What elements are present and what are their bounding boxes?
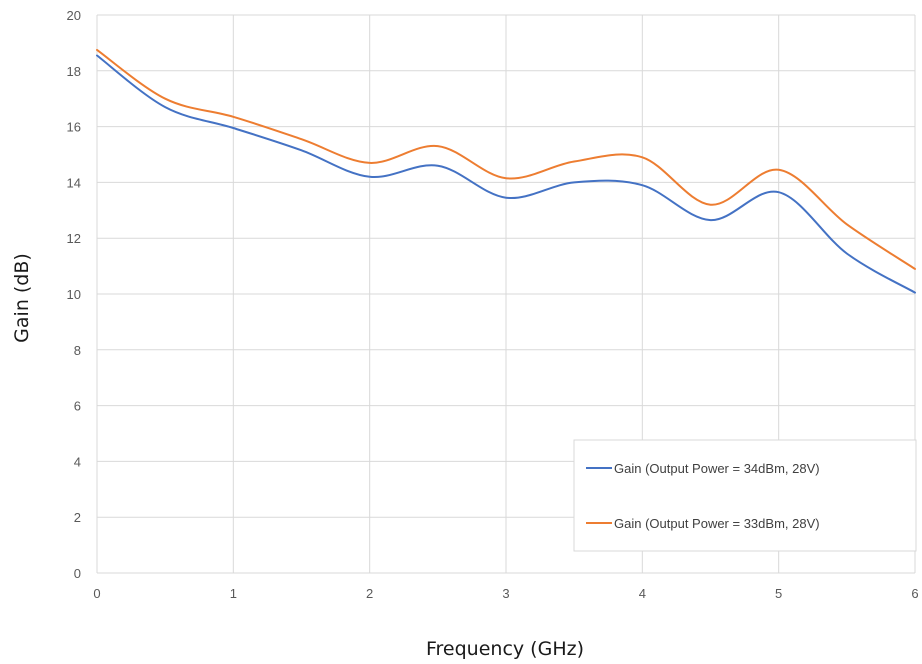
y-tick-label: 14 [67, 175, 81, 190]
y-tick-label: 10 [67, 287, 81, 302]
y-tick-label: 12 [67, 231, 81, 246]
legend-label-series-1: Gain (Output Power = 34dBm, 28V) [614, 461, 820, 476]
x-tick-label: 0 [93, 586, 100, 601]
y-tick-label: 4 [74, 454, 81, 469]
y-tick-label: 6 [74, 399, 81, 414]
legend-box [573, 439, 917, 552]
x-tick-label: 5 [775, 586, 782, 601]
y-tick-label: 0 [74, 566, 81, 581]
y-tick-label: 18 [67, 64, 81, 79]
x-tick-label: 2 [366, 586, 373, 601]
gridlines [96, 14, 916, 574]
legend-label-series-2: Gain (Output Power = 33dBm, 28V) [614, 516, 820, 531]
series-line-2 [96, 48, 916, 270]
y-tick-label: 2 [74, 510, 81, 525]
y-tick-label: 20 [67, 8, 81, 23]
y-tick-label: 16 [67, 120, 81, 135]
x-axis-title: Frequency (GHz) [426, 638, 584, 660]
x-tick-label: 1 [230, 586, 237, 601]
x-tick-label: 4 [639, 586, 646, 601]
legend: Gain (Output Power = 34dBm, 28V) Gain (O… [573, 439, 917, 552]
y-tick-label: 8 [74, 343, 81, 358]
y-axis-title: Gain (dB) [11, 253, 33, 343]
x-tick-label: 6 [911, 586, 918, 601]
series-lines [96, 48, 916, 294]
series-line-1 [96, 54, 916, 294]
x-tick-label: 3 [502, 586, 509, 601]
